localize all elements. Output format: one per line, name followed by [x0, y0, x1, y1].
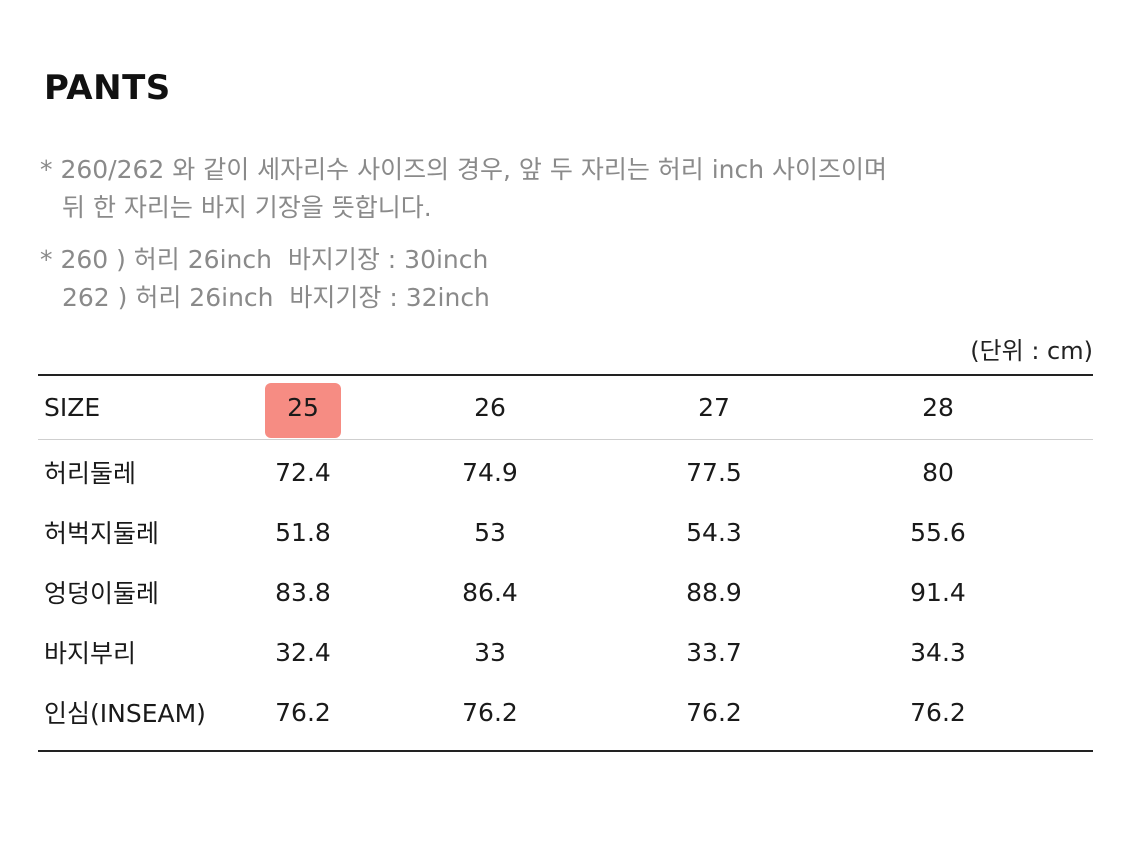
size-note-line2: 뒤 한 자리는 바지 기장을 뜻합니다. — [62, 193, 432, 222]
value-cell: 86.4 — [462, 577, 518, 607]
table-row: 인심(INSEAM) 76.2 76.2 76.2 76.2 — [38, 682, 1093, 742]
value-cell: 74.9 — [462, 457, 518, 487]
size-header-cell: 27 — [698, 393, 730, 422]
table-row: 허리둘레 72.4 74.9 77.5 80 — [38, 442, 1093, 502]
table-row: 바지부리 32.4 33 33.7 34.3 — [38, 622, 1093, 682]
example-note: * 260 ) 허리 26inch 바지기장 : 30inch 262 ) 허리… — [40, 241, 490, 317]
page-title: PANTS — [44, 68, 171, 108]
value-cell: 83.8 — [275, 577, 331, 607]
value-cell: 51.8 — [275, 517, 331, 547]
highlighted-size: 25 — [265, 383, 341, 438]
value-cell: 77.5 — [686, 457, 742, 487]
value-cell: 76.2 — [275, 697, 331, 727]
value-cell: 76.2 — [686, 697, 742, 727]
unit-label: (단위 : cm) — [970, 337, 1093, 365]
table-row: 허벅지둘레 51.8 53 54.3 55.6 — [38, 502, 1093, 562]
size-note: * 260/262 와 같이 세자리수 사이즈의 경우, 앞 두 자리는 허리 … — [40, 151, 887, 227]
value-cell: 80 — [922, 457, 954, 487]
example-note-line1: * 260 ) 허리 26inch 바지기장 : 30inch — [40, 245, 489, 274]
size-header-cell: 25 — [228, 383, 378, 438]
value-cell: 32.4 — [275, 637, 331, 667]
size-header-cell: 26 — [474, 393, 506, 422]
table-row: 엉덩이둘레 83.8 86.4 88.9 91.4 — [38, 562, 1093, 622]
row-label: 바지부리 — [44, 639, 137, 668]
example-note-line2: 262 ) 허리 26inch 바지기장 : 32inch — [62, 283, 490, 312]
size-header-label: SIZE — [44, 393, 101, 422]
row-label: 허벅지둘레 — [44, 519, 160, 548]
value-cell: 72.4 — [275, 457, 331, 487]
size-table: SIZE 25 26 27 28 허리둘레 72.4 74.9 77.5 80 … — [38, 374, 1093, 752]
value-cell: 55.6 — [910, 517, 966, 547]
value-cell: 54.3 — [686, 517, 742, 547]
value-cell: 34.3 — [910, 637, 966, 667]
value-cell: 76.2 — [910, 697, 966, 727]
value-cell: 53 — [474, 517, 506, 547]
value-cell: 91.4 — [910, 577, 966, 607]
value-cell: 88.9 — [686, 577, 742, 607]
value-cell: 33 — [474, 637, 506, 667]
size-header-cell: 28 — [922, 393, 954, 422]
value-cell: 33.7 — [686, 637, 742, 667]
size-header-row: SIZE 25 26 27 28 — [38, 376, 1093, 440]
value-cell: 76.2 — [462, 697, 518, 727]
row-label: 엉덩이둘레 — [44, 579, 160, 608]
row-label: 허리둘레 — [44, 459, 137, 488]
row-label: 인심(INSEAM) — [44, 699, 206, 728]
size-note-line1: * 260/262 와 같이 세자리수 사이즈의 경우, 앞 두 자리는 허리 … — [40, 155, 888, 184]
